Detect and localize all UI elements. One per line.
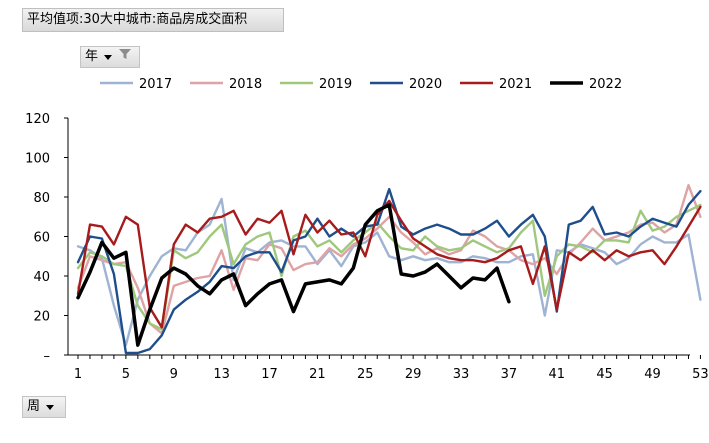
legend-label-2017: 2017 [139,77,172,92]
y-tick-label: 60 [33,231,50,246]
x-tick-label: 45 [596,367,613,382]
chart-legend: 2017 2018 2019 2020 2021 2022 [100,77,622,92]
series-line-2018 [76,183,702,335]
series-line-2021 [76,199,702,329]
x-tick-label: 5 [122,367,130,382]
legend-label-2022: 2022 [589,77,622,92]
x-tick-label: 53 [692,367,709,382]
x-tick-label: 21 [309,367,326,382]
x-tick-label: 37 [501,367,518,382]
x-tick-label: 9 [170,367,178,382]
series-line-2019 [76,203,702,331]
chart-axes: – 20 40 60 80 100 120 1 5 9 13 17 21 25 29 33 37 41 45 49 53 [25,112,709,382]
chevron-down-icon [104,54,113,60]
x-tick-label: 41 [549,367,566,382]
x-tick-label: 17 [261,367,278,382]
x-tick-label: 49 [644,367,661,382]
y-tick-label: – [44,349,51,364]
year-filter-button[interactable]: 年 [80,46,140,68]
x-tick-label: 1 [74,367,82,382]
y-tick-label: 80 [33,191,50,206]
legend-label-2019: 2019 [319,77,352,92]
y-tick-label: 40 [33,270,50,285]
series-line-2022 [76,203,511,347]
x-tick-label: 13 [213,367,230,382]
chart-title: 平均值项:30大中城市:商品房成交面积 [22,8,284,32]
legend-label-2021: 2021 [499,77,532,92]
series-line-2020 [76,187,702,355]
y-tick-label: 120 [25,112,50,127]
y-tick-label: 20 [33,310,50,325]
x-tick-label: 25 [357,367,374,382]
x-tick-label: 33 [453,367,470,382]
chart-series [76,183,702,355]
y-tick-label: 100 [25,152,50,167]
filter-icon [118,47,132,68]
legend-label-2020: 2020 [409,77,442,92]
year-filter-label: 年 [85,49,99,64]
legend-label-2018: 2018 [229,77,262,92]
x-tick-label: 29 [405,367,422,382]
week-field-button[interactable]: 周 [22,396,66,418]
week-field-label: 周 [27,399,41,414]
chevron-down-icon [46,404,55,410]
